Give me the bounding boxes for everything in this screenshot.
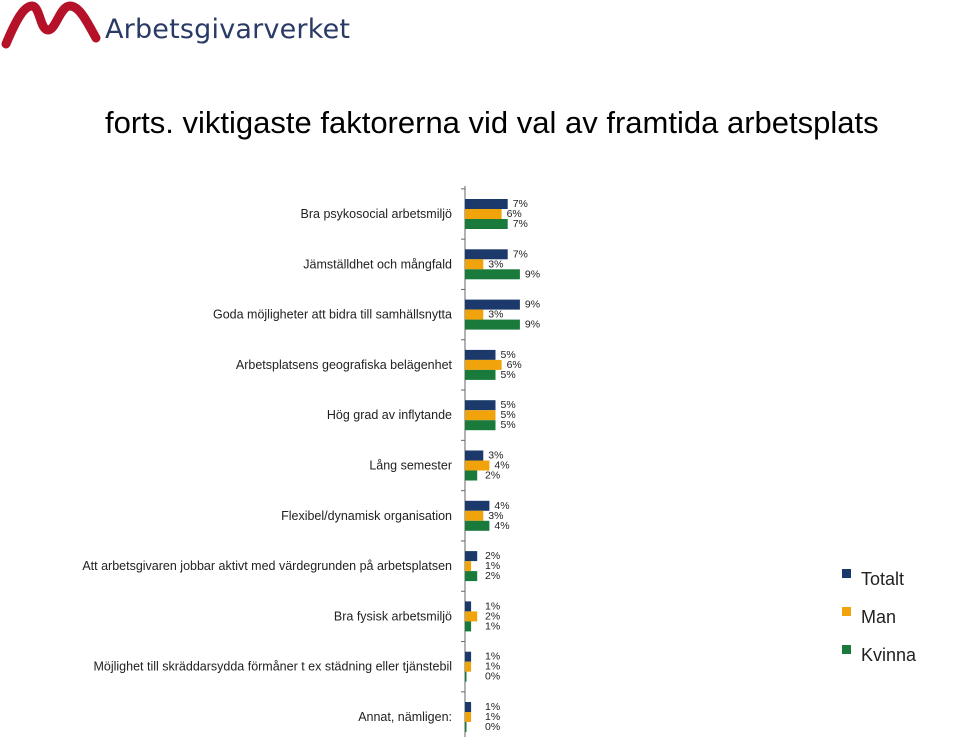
category-label: Annat, nämligen:: [358, 710, 452, 724]
bar-kvinna: [465, 269, 520, 280]
bar-totalt: [465, 299, 520, 310]
bar-kvinna: [465, 671, 467, 682]
data-label-totalt: 2%: [485, 550, 500, 562]
data-label-man: 3%: [488, 510, 503, 522]
data-label-totalt: 1%: [485, 651, 500, 663]
bars: [465, 199, 520, 732]
legend-label-totalt: Totalt: [861, 569, 905, 589]
data-label-kvinna: 9%: [525, 319, 540, 331]
category-label: Jämställdhet och mångfald: [303, 257, 452, 271]
category-label: Arbetsplatsens geografiska belägenhet: [236, 358, 453, 372]
data-label-man: 3%: [488, 309, 503, 321]
bar-kvinna: [465, 621, 472, 632]
bar-man: [465, 309, 484, 320]
data-label-man: 4%: [494, 460, 509, 472]
category-axis-ticks: [461, 188, 465, 693]
bar-man: [465, 561, 472, 572]
bar-man: [465, 460, 490, 471]
bar-kvinna: [465, 420, 496, 431]
data-label-kvinna: 0%: [485, 721, 500, 733]
logo-mark: [1, 1, 101, 49]
legend-swatch-kvinna: [842, 645, 851, 654]
data-label-kvinna: 5%: [501, 419, 516, 431]
data-label-totalt: 7%: [513, 198, 528, 210]
data-label-totalt: 9%: [525, 299, 540, 311]
bar-kvinna: [465, 369, 496, 380]
category-label: Hög grad av inflytande: [327, 408, 452, 422]
category-label: Goda möjligheter att bidra till samhälls…: [213, 308, 452, 322]
legend-label-kvinna: Kvinna: [861, 645, 917, 665]
data-label-totalt: 4%: [494, 500, 509, 512]
category-label: Flexibel/dynamisk organisation: [281, 509, 452, 523]
bar-man: [465, 209, 502, 219]
data-label-kvinna: 9%: [525, 268, 540, 280]
legend-label-man: Man: [861, 607, 897, 627]
data-label-man: 5%: [501, 409, 516, 421]
bar-kvinna: [465, 722, 467, 732]
arbetsgivarverket-logo: [1, 1, 101, 49]
data-label-totalt: 1%: [485, 600, 500, 612]
category-label: Bra psykosocial arbetsmiljö: [301, 207, 452, 221]
bar-totalt: [465, 249, 508, 260]
bar-man: [465, 410, 496, 421]
data-label-man: 6%: [507, 208, 522, 220]
data-label-kvinna: 5%: [501, 369, 516, 381]
bar-man: [465, 259, 484, 270]
bar-totalt: [465, 651, 472, 662]
bar-kvinna: [465, 571, 478, 582]
bar-kvinna: [465, 470, 478, 481]
bar-totalt: [465, 400, 496, 411]
bar-kvinna: [465, 219, 508, 229]
data-label-totalt: 5%: [501, 349, 516, 361]
bar-totalt: [465, 702, 472, 712]
bar-totalt: [465, 349, 496, 360]
data-label-kvinna: 2%: [485, 470, 500, 482]
data-label-kvinna: 1%: [485, 620, 500, 632]
category-labels: Bra psykosocial arbetsmiljö Jämställdhet …: [82, 207, 452, 724]
bar-man: [465, 510, 484, 521]
bar-man: [465, 712, 472, 722]
category-label: Möjlighet till skräddarsydda förmåner t …: [93, 660, 452, 674]
bar-man: [465, 661, 472, 672]
data-label-kvinna: 7%: [513, 218, 528, 230]
data-label-man: 6%: [507, 359, 522, 371]
data-label-kvinna: 2%: [485, 570, 500, 582]
value-labels: 7%6%7%7%3%9%9%3%9%5%6%5%5%5%5%3%4%2%4%3%…: [485, 198, 540, 733]
category-label: Bra fysisk arbetsmiljö: [334, 609, 452, 623]
bar-totalt: [465, 450, 484, 461]
data-label-kvinna: 4%: [494, 520, 509, 532]
bar-kvinna: [465, 319, 520, 330]
bar-totalt: [465, 500, 490, 511]
bar-totalt: [465, 601, 472, 612]
legend-swatch-man: [842, 607, 851, 616]
data-label-totalt: 5%: [501, 399, 516, 411]
page-title: forts. viktigaste faktorerna vid val av …: [105, 105, 879, 140]
category-label: Lång semester: [369, 459, 452, 473]
bar-totalt: [465, 551, 478, 562]
data-label-man: 3%: [488, 258, 503, 270]
logo-text: Arbetsgivarverket: [105, 14, 351, 45]
legend-swatch-totalt: [842, 569, 851, 578]
data-label-totalt: 3%: [488, 450, 503, 462]
bar-man: [465, 359, 502, 370]
data-label-kvinna: 0%: [485, 671, 500, 683]
data-label-totalt: 1%: [485, 701, 500, 713]
bar-totalt: [465, 199, 508, 209]
data-label-man: 1%: [485, 661, 500, 673]
category-label: Att arbetsgivaren jobbar aktivt med värd…: [82, 559, 452, 573]
data-label-man: 1%: [485, 560, 500, 572]
data-label-man: 1%: [485, 711, 500, 723]
data-label-man: 2%: [485, 610, 500, 622]
bar-man: [465, 611, 478, 622]
data-label-totalt: 7%: [513, 248, 528, 260]
bar-kvinna: [465, 520, 490, 531]
